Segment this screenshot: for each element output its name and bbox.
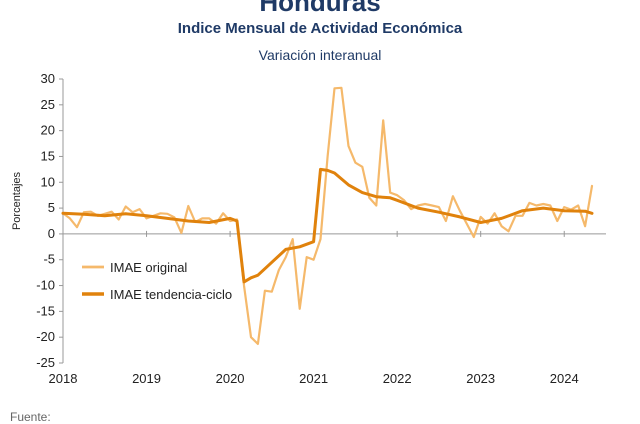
x-tick-label: 2020: [216, 371, 245, 386]
y-axis-title: Porcentajes: [11, 171, 23, 230]
y-tick-label: -25: [36, 355, 55, 370]
chart-subtitle: Indice Mensual de Actividad Económica: [177, 20, 463, 37]
y-tick-label: 15: [41, 148, 55, 163]
y-tick-label: -20: [36, 329, 55, 344]
x-tick-label: 2021: [299, 371, 328, 386]
x-tick-label: 2024: [550, 371, 579, 386]
y-tick-label: 30: [41, 71, 55, 86]
legend-label-original: IMAE original: [110, 260, 187, 275]
y-tick-label: -10: [36, 278, 55, 293]
y-tick-label: -5: [43, 252, 55, 267]
y-tick-label: -15: [36, 303, 55, 318]
x-tick-label: 2018: [49, 371, 78, 386]
y-tick-label: 10: [41, 174, 55, 189]
y-tick-label: 25: [41, 97, 55, 112]
x-tick-label: 2019: [132, 371, 161, 386]
series-imae-tendencia-ciclo-line: [61, 167, 594, 284]
y-tick-label: 5: [48, 200, 55, 215]
y-tick-label: 20: [41, 123, 55, 138]
source-label: Fuente:: [10, 410, 51, 424]
chart-title: Honduras: [259, 0, 381, 17]
x-tick-label: 2022: [383, 371, 412, 386]
legend-label-tendencia-ciclo: IMAE tendencia-ciclo: [110, 287, 232, 302]
chart-caption: Variación interanual: [258, 47, 382, 63]
x-tick-label: 2023: [466, 371, 495, 386]
y-tick-label: 0: [48, 226, 55, 241]
